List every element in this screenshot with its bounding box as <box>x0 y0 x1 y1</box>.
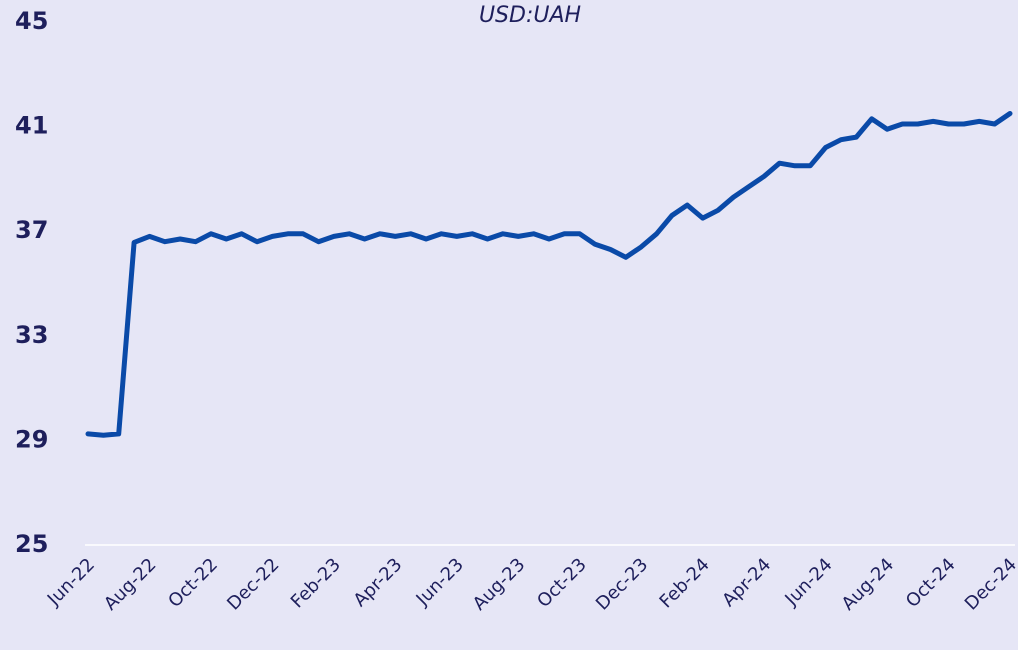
y-tick-label: 37 <box>15 216 48 244</box>
y-tick-label: 33 <box>15 321 48 349</box>
y-tick-label: 29 <box>15 425 48 453</box>
y-tick-label: 45 <box>15 7 48 35</box>
y-tick-label: 25 <box>15 530 48 558</box>
line-series <box>85 111 1013 438</box>
chart-title: USD:UAH <box>479 3 581 28</box>
y-tick-label: 41 <box>15 112 48 140</box>
